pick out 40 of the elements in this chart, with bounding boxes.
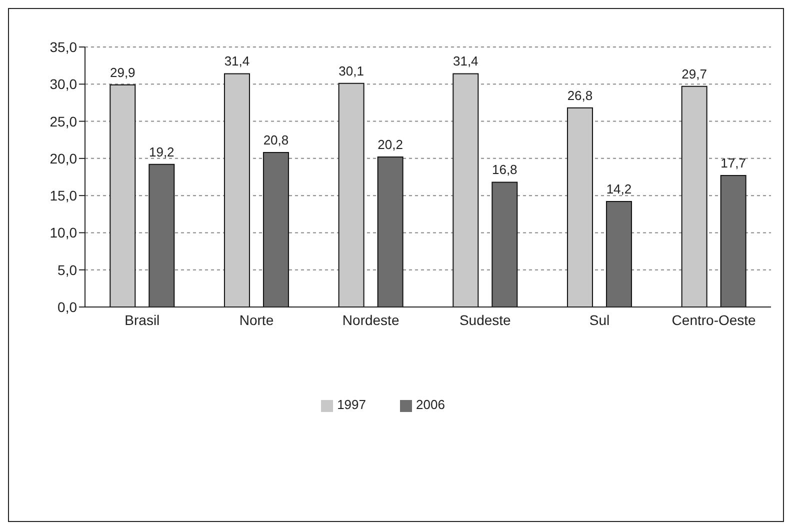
bar: [224, 73, 250, 307]
y-tick-label: 35,0: [50, 38, 78, 55]
data-label: 29,9: [110, 64, 136, 80]
x-tick-label: Centro-Oeste: [672, 312, 756, 328]
data-label: 29,7: [682, 66, 707, 82]
bar: [148, 164, 175, 307]
bar: [262, 152, 289, 307]
bar: [681, 86, 708, 307]
bar: [452, 73, 479, 307]
y-tick-label: 20,0: [50, 150, 78, 166]
x-tick-label: Brasil: [124, 312, 160, 328]
bar: [566, 107, 593, 307]
data-label: 20,2: [378, 136, 403, 152]
y-tick-label: 5,0: [58, 262, 78, 278]
bar: [720, 175, 746, 307]
y-tick-label: 0,0: [58, 298, 78, 315]
bar: [377, 156, 404, 307]
x-tick-label: Nordeste: [342, 312, 400, 328]
data-label: 31,4: [224, 54, 250, 69]
y-tick-label: 10,0: [50, 224, 78, 241]
legend-label: 1997: [337, 397, 366, 412]
x-tick-label: Sudeste: [459, 312, 512, 328]
legend-label: 2006: [416, 397, 445, 412]
bar: [606, 201, 632, 307]
data-label: 26,8: [567, 88, 593, 103]
y-tick-label: 15,0: [50, 188, 78, 204]
data-label: 20,8: [263, 132, 289, 148]
data-label: 16,8: [492, 162, 518, 178]
bar: [338, 82, 364, 307]
bar: [110, 84, 136, 307]
data-label: 19,2: [148, 144, 174, 160]
data-label: 14,2: [606, 182, 632, 197]
data-label: 30,1: [338, 63, 364, 78]
y-tick-label: 25,0: [50, 113, 78, 130]
data-label: 17,7: [720, 156, 746, 171]
x-tick-label: Norte: [239, 312, 274, 328]
bar: [492, 182, 518, 307]
x-tick-label: Sul: [589, 312, 610, 328]
data-label: 31,4: [452, 54, 478, 69]
y-tick-label: 30,0: [50, 76, 78, 92]
